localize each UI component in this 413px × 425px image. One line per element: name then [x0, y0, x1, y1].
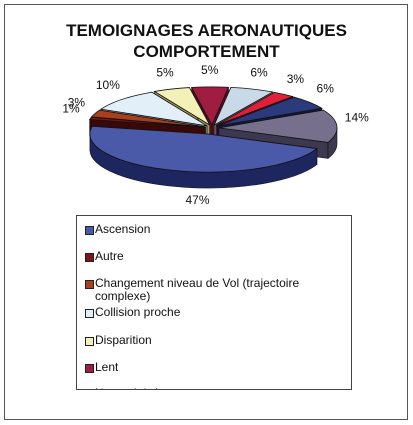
legend-label: Lent — [85, 361, 347, 374]
slice-label-3: 3% — [68, 95, 86, 109]
legend-swatch — [85, 364, 94, 373]
slice-label-5: 5% — [156, 66, 174, 80]
legend-item: Collision proche — [85, 306, 347, 319]
slice-label-8: 3% — [287, 72, 305, 86]
legend-label: Disparition — [85, 334, 347, 347]
slice-label-4: 10% — [96, 78, 120, 92]
legend-item: Autre — [85, 250, 347, 263]
legend-item: Non précisé — [85, 387, 347, 390]
legend-item: Ascension — [85, 223, 347, 236]
slice-label-9: 6% — [317, 82, 335, 96]
legend-item: Changement niveau de Vol (trajectoire co… — [85, 277, 347, 303]
legend-item: Lent — [85, 361, 347, 374]
legend-swatch — [85, 226, 94, 235]
legend-swatch — [85, 253, 94, 262]
slice-label-1: 47% — [185, 193, 209, 207]
slice-label-10: 14% — [345, 111, 369, 125]
legend-label: Collision proche — [85, 306, 347, 319]
legend-label: Autre — [85, 250, 347, 263]
chart-legend: Ascension Autre Changement niveau de Vol (… — [76, 215, 352, 390]
slice-label-6: 5% — [201, 63, 219, 77]
legend-swatch — [85, 309, 94, 318]
legend-label: Non précisé — [85, 387, 347, 390]
legend-item: Disparition — [85, 334, 347, 347]
legend-swatch — [85, 280, 94, 289]
slice-label-7: 6% — [250, 66, 268, 80]
legend-swatch — [85, 337, 94, 346]
legend-label: Changement niveau de Vol (trajectoire co… — [85, 277, 347, 303]
pie-chart: 47%1%3%10%5% 5% 6% 3%6%14% — [0, 0, 413, 215]
legend-label: Ascension — [85, 223, 347, 236]
